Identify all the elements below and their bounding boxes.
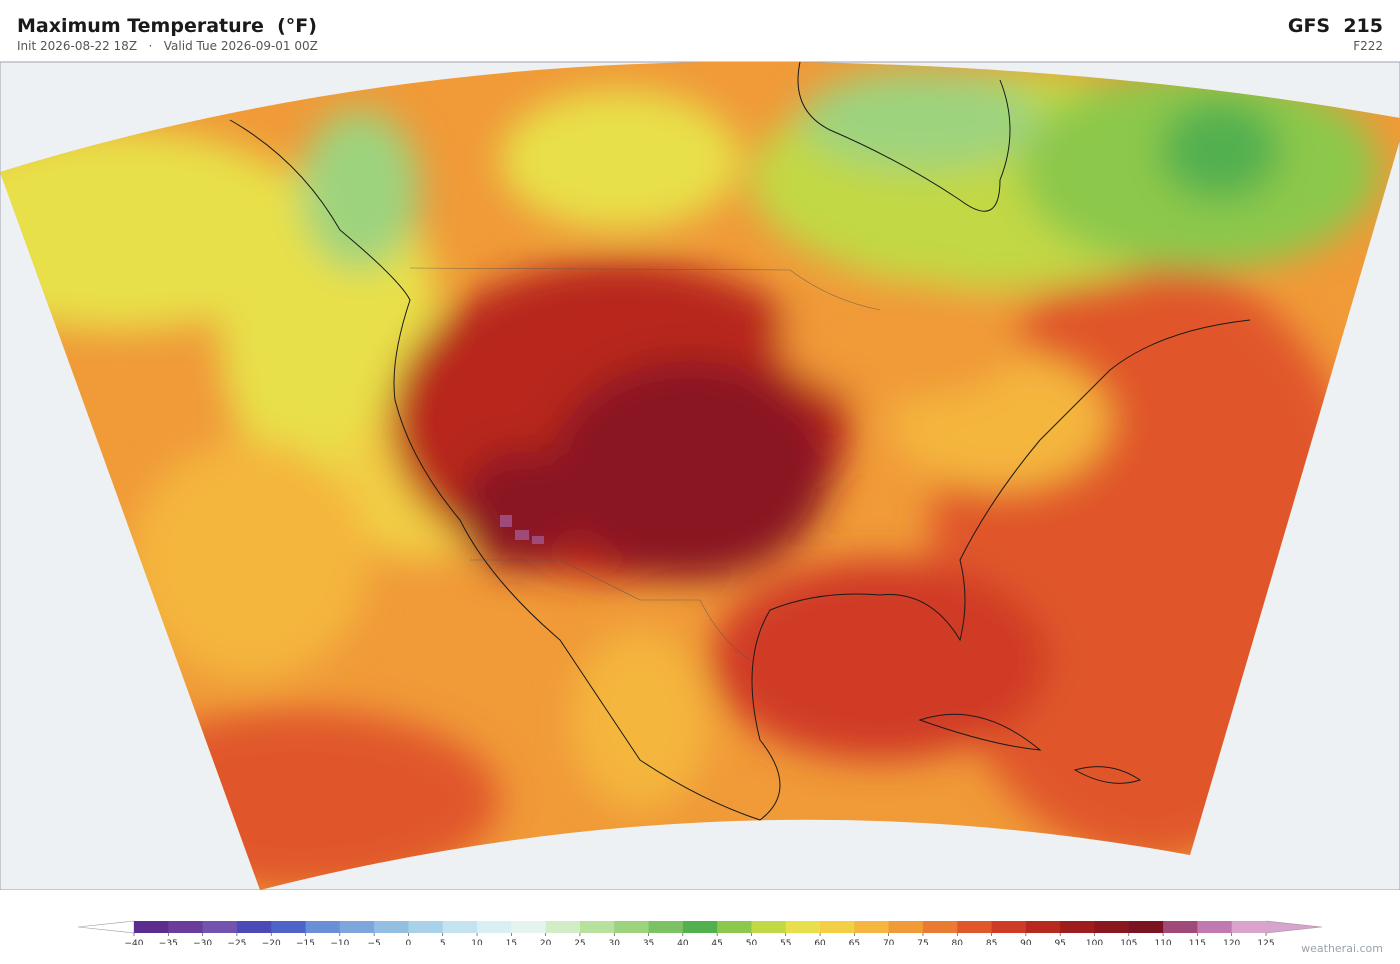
colorbar-segment [1128,921,1164,933]
colorbar-segment [820,921,855,933]
colorbar-segment [991,921,1027,933]
colorbar-tick-label: 125 [1257,939,1274,945]
colorbar-segment [1163,921,1198,933]
colorbar-segment [408,921,444,933]
colorbar-tick-label: −20 [262,939,281,945]
colorbar-segment [648,921,684,933]
colorbar-tick-label: −10 [330,939,349,945]
separator: · [148,39,153,53]
colorbar-tick-label: 100 [1086,939,1103,945]
colorbar-tick-label: −35 [159,939,178,945]
colorbar-segment [682,921,718,933]
watermark: weatherai.com [1301,942,1383,955]
colorbar-tick-label: 5 [440,939,446,945]
colorbar-segment [922,921,958,933]
model-name: GFS 215 [1287,15,1383,37]
colorbar-tick-label: −40 [125,939,144,945]
valid-time: Valid Tue 2026-09-01 00Z [163,39,318,53]
colorbar-segment [854,921,890,933]
forecast-hour: F222 [1353,39,1383,53]
colorbar-segment [202,921,238,933]
colorbar-segment [374,921,409,933]
colorbar-tick-label: 55 [780,939,791,945]
colorbar-tick-label: 80 [952,939,964,945]
colorbar-segment [545,921,581,933]
colorbar-tick-label: −15 [296,939,315,945]
colorbar-tick-label: 30 [609,939,621,945]
colorbar-tick-label: 95 [1054,939,1065,945]
colorbar-segment [785,921,821,933]
colorbar-segment [477,921,512,933]
colorbar-tick-label: 90 [1020,939,1032,945]
colorbar-tick-label: 65 [849,939,860,945]
coastlines [229,61,1251,821]
colorbar-segment [305,921,341,933]
colorbar-segment [134,921,169,933]
colorbar-tick-label: 75 [917,939,928,945]
colorbar-segment [511,921,547,933]
colorbar-tick-label: 50 [746,939,758,945]
colorbar-tick-label: 110 [1154,939,1171,945]
colorbar-tick-label: 40 [677,939,689,945]
colorbar-tick-label: 10 [471,939,483,945]
colorbar-segment [442,921,478,933]
colorbar-tick-label: 15 [506,939,517,945]
colorbar-tick-label: 0 [406,939,412,945]
colorbar-over [1265,920,1323,934]
colorbar-segment [236,921,272,933]
colorbar-tick-label: −5 [367,939,380,945]
map [0,61,1400,890]
colorbar-tick-label: 120 [1223,939,1240,945]
colorbar-tick-label: −30 [193,939,212,945]
colorbar-tick-label: 105 [1120,939,1137,945]
colorbar-segment [1060,921,1095,933]
colorbar-tick-label: 115 [1189,939,1206,945]
colorbar-segment [614,921,650,933]
colorbar-segment [717,921,752,933]
colorbar-segment [1231,921,1267,933]
temperature-field [0,61,1400,890]
colorbar-tick-label: 85 [986,939,997,945]
colorbar-tick-label: 70 [883,939,895,945]
colorbar-segment [1094,921,1130,933]
colorbar-segment [957,921,993,933]
colorbar-tick-label: 25 [574,939,585,945]
colorbar-segment [579,921,615,933]
colorbar-tick-label: 20 [540,939,552,945]
borders [409,267,881,661]
subtitle: Init 2026-08-22 18Z · Valid Tue 2026-09-… [17,39,318,53]
colorbar-under [77,920,135,934]
colorbar-tick-label: 60 [814,939,826,945]
colorbar-segment [271,921,307,933]
colorbar: −40 −35 −30 −25 −20 −15 −10 −5 0 5 10 15 20 25 30 35 40 4… [77,920,1323,945]
colorbar-segment [1197,921,1233,933]
colorbar-tick-label: 45 [711,939,722,945]
colorbar-segment [1025,921,1061,933]
title: Maximum Temperature (°F) [17,15,317,37]
init-time: Init 2026-08-22 18Z [17,39,138,53]
colorbar-segment [339,921,375,933]
colorbar-segment [168,921,204,933]
colorbar-segment [751,921,787,933]
colorbar-segment [888,921,924,933]
colorbar-tick-label: 35 [643,939,654,945]
colorbar-tick-label: −25 [227,939,246,945]
